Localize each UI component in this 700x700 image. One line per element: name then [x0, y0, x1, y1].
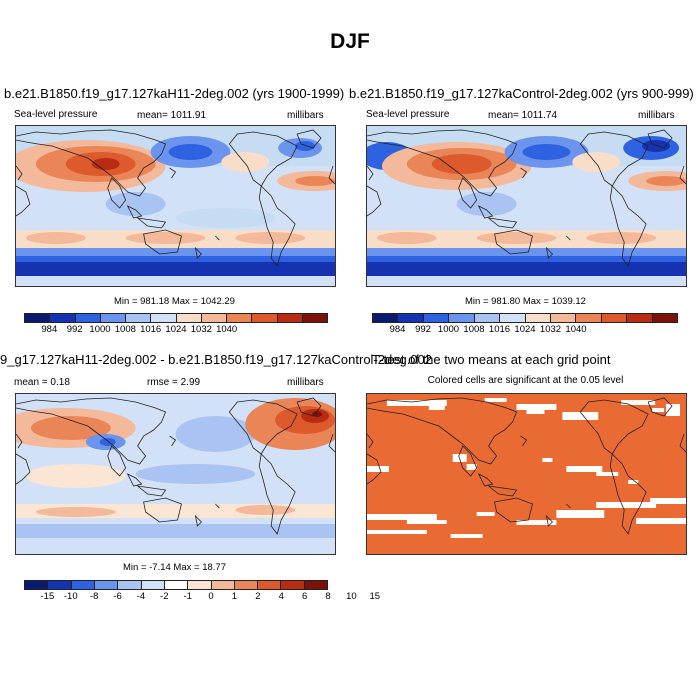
colorbar-bottom-left [24, 580, 328, 590]
colorbar-tick-label: 984 [389, 324, 406, 335]
colorbar-bin [211, 581, 235, 589]
colorbar-tick-label: 2 [255, 591, 261, 602]
colorbar-tick-label: 1032 [539, 324, 562, 335]
colorbar-tick-label: 10 [346, 591, 357, 602]
colorbar-tick-label: 15 [369, 591, 381, 602]
panel-bottom-left-units-label: millibars [287, 377, 324, 388]
colorbar-top-left [24, 313, 328, 323]
significance-map [367, 394, 686, 554]
colorbar-bin [398, 314, 424, 322]
colorbar-bin [474, 314, 501, 322]
colorbar-bin [277, 314, 303, 322]
panel-top-left-variable-label: Sea-level pressure [14, 109, 98, 120]
panel-bottom-left-mean-label: mean = 0.18 [14, 377, 70, 388]
colorbar-bin [627, 314, 653, 322]
colorbar-tick-label: 992 [415, 324, 431, 335]
colorbar-bin [601, 314, 628, 322]
colorbar-tick-label: 8 [325, 591, 331, 602]
colorbar-bin [126, 314, 152, 322]
colorbar-tick-label: 1008 [114, 324, 136, 335]
colorbar-tick-label: 1040 [216, 324, 238, 335]
panel-top-left-minmax: Min = 981.18 Max = 1042.29 [114, 296, 235, 307]
colorbar-tick-label: 0 [208, 591, 214, 602]
slp-contour-map [367, 126, 686, 286]
colorbar-tick-label: -8 [89, 591, 99, 602]
panel-bottom-left-minmax: Min = -7.14 Max = 18.77 [123, 562, 226, 573]
slp-difference-map [16, 394, 335, 554]
colorbar-top-right [372, 313, 678, 323]
colorbar-tick-label: 1 [231, 591, 238, 602]
colorbar-bin [141, 581, 165, 589]
figure-title: DJF [330, 30, 370, 53]
colorbar-bin [118, 581, 142, 589]
colorbar-tick-label: -1 [183, 591, 192, 602]
colorbar-tick-label: -6 [113, 591, 122, 602]
map-panel-bottom-right [366, 393, 687, 555]
colorbar-tick-label: 4 [278, 591, 284, 602]
map-panel-top-right [366, 125, 687, 287]
panel-top-right-mean-label: mean= 1011.74 [488, 110, 558, 121]
panel-top-left-mean-label: mean= 1011.91 [137, 110, 207, 121]
colorbar-bin [304, 581, 328, 589]
colorbar-tick-label: 1016 [140, 324, 162, 335]
colorbar-bin [423, 314, 450, 322]
colorbar-bin [50, 314, 76, 322]
colorbar-bin [252, 314, 278, 322]
colorbar-tick-label: 1000 [437, 324, 460, 335]
map-panel-top-left [15, 125, 336, 287]
colorbar-tick-label: 1008 [463, 324, 485, 335]
panel-bottom-left-title: 9_g17.127kaH11-2deg.002 - b.e21.B1850.f1… [0, 352, 432, 367]
colorbar-bin [25, 314, 51, 322]
colorbar-bin [48, 581, 72, 589]
colorbar-bin [550, 314, 577, 322]
colorbar-bin [94, 581, 119, 589]
panel-top-right-title: b.e21.B1850.f19_g17.127kaControl-2deg.00… [349, 86, 694, 101]
colorbar-bin [71, 581, 95, 589]
colorbar-tick-label: 1024 [514, 324, 536, 335]
colorbar-bin [201, 314, 227, 322]
panel-top-left-title: b.e21.B1850.f19_g17.127kaH11-2deg.002 (y… [4, 86, 345, 101]
colorbar-tick-label: 6 [301, 591, 308, 602]
colorbar-bin [188, 581, 212, 589]
panel-top-right-variable-label: Sea-level pressure [366, 109, 450, 120]
colorbar-bin [176, 314, 202, 322]
colorbar-tick-label: -10 [63, 591, 78, 602]
colorbar-bin [281, 581, 305, 589]
colorbar-bin [500, 314, 526, 322]
colorbar-bin [100, 314, 126, 322]
colorbar-bin [302, 314, 327, 322]
panel-bottom-right-title: T-test of the two means at each grid poi… [372, 352, 611, 367]
panel-top-right-units-label: millibars [638, 110, 675, 121]
panel-bottom-right-subtitle: Colored cells are significant at the 0.0… [427, 375, 624, 386]
colorbar-bin [227, 314, 253, 322]
colorbar-bin [164, 581, 189, 589]
colorbar-tick-label: 992 [66, 324, 83, 335]
panel-top-left-units-label: millibars [287, 110, 324, 121]
colorbar-bin [373, 314, 399, 322]
colorbar-tick-label: -15 [40, 591, 55, 602]
colorbar-bin [576, 314, 602, 322]
colorbar-bin [525, 314, 551, 322]
colorbar-tick-label: 1000 [89, 324, 111, 335]
colorbar-bin [258, 581, 282, 589]
colorbar-bin [652, 314, 678, 322]
panel-top-right-minmax: Min = 981.80 Max = 1039.12 [465, 296, 586, 307]
colorbar-tick-label: 1040 [565, 324, 587, 335]
colorbar-tick-label: 1024 [165, 324, 187, 335]
panel-bottom-left-rmse-label: rmse = 2.99 [147, 377, 201, 388]
colorbar-tick-label: -2 [160, 591, 169, 602]
colorbar-bin [234, 581, 259, 589]
colorbar-bin [75, 314, 101, 322]
colorbar-bin [449, 314, 475, 322]
colorbar-tick-label: 1016 [488, 324, 511, 335]
map-panel-bottom-left [15, 393, 336, 555]
colorbar-tick-label: 1032 [190, 324, 212, 335]
slp-contour-map [16, 126, 335, 286]
colorbar-bin [25, 581, 49, 589]
colorbar-bin [151, 314, 177, 322]
colorbar-tick-label: 984 [41, 324, 58, 335]
colorbar-tick-label: -4 [136, 591, 146, 602]
